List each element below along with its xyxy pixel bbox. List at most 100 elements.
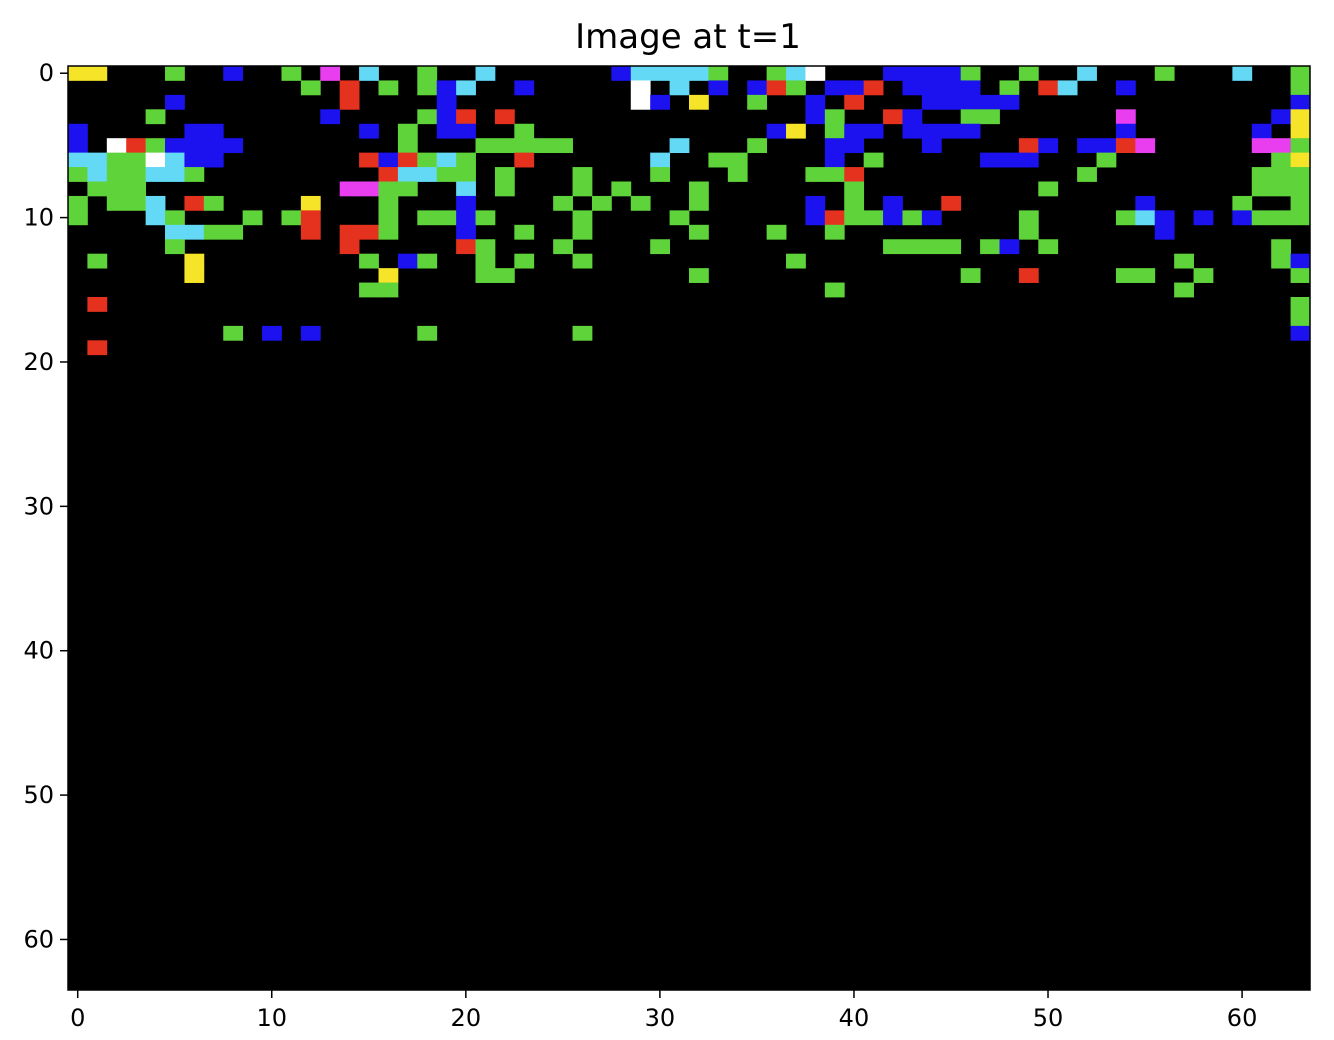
pixel-cell (941, 195, 962, 211)
pixel-cell (417, 325, 438, 341)
pixel-cell (1077, 138, 1097, 154)
pixel-cell (1038, 80, 1059, 96)
pixel-cell (436, 94, 457, 110)
pixel-cell (456, 181, 476, 197)
pixel-cell (805, 66, 826, 81)
pixel-cell (339, 239, 360, 255)
pixel-cell (223, 325, 244, 341)
pixel-cell (1290, 152, 1311, 168)
pixel-cell (378, 80, 399, 96)
pixel-cell (1115, 138, 1136, 154)
pixel-cell (902, 239, 923, 255)
pixel-cell (203, 224, 224, 240)
pixel-cell (359, 66, 379, 81)
y-tick-label: 40 (23, 637, 54, 665)
pixel-cell (1290, 311, 1311, 327)
pixel-cell (300, 80, 321, 96)
pixel-cell (203, 152, 224, 168)
pixel-cell (417, 109, 438, 125)
pixel-cell (359, 181, 379, 197)
x-tick-label: 50 (1033, 1004, 1064, 1032)
pixel-cell (456, 109, 476, 125)
pixel-cell (1290, 253, 1311, 269)
pixel-cell (417, 167, 438, 182)
pixel-cell (1038, 181, 1059, 197)
pixel-cell (611, 181, 632, 197)
pixel-cell (68, 210, 88, 226)
pixel-cell (921, 210, 942, 226)
pixel-cell (436, 80, 457, 96)
pixel-cell (902, 80, 923, 96)
pixel-cell (68, 195, 88, 211)
pixel-cell (378, 224, 399, 240)
pixel-cell (494, 167, 515, 182)
pixel-cell (126, 152, 147, 168)
pixel-cell (145, 210, 166, 226)
pixel-cell (378, 152, 399, 168)
pixel-cell (397, 123, 418, 139)
pixel-cell (863, 210, 884, 226)
pixel-cell (1290, 210, 1311, 226)
pixel-cell (883, 210, 903, 226)
pixel-cell (591, 195, 612, 211)
pixel-cell (397, 253, 418, 269)
pixel-cell (514, 138, 535, 154)
pixel-cell (436, 210, 457, 226)
pixel-cell (126, 167, 147, 182)
pixel-cell (650, 152, 670, 168)
pixel-cell (1077, 66, 1097, 81)
pixel-cell (165, 210, 185, 226)
pixel-cell (824, 167, 845, 182)
pixel-cell (1038, 138, 1059, 154)
pixel-cell (805, 195, 826, 211)
pixel-cell (980, 239, 1000, 255)
pixel-cell (611, 66, 632, 81)
pixel-cell (572, 325, 593, 341)
pixel-cell (339, 181, 360, 197)
pixel-cell (941, 123, 962, 139)
pixel-cell (68, 167, 88, 182)
pixel-cell (999, 239, 1020, 255)
pixel-cell (863, 80, 884, 96)
pixel-cell (844, 167, 865, 182)
pixel-cell (747, 94, 768, 110)
pixel-cell (883, 239, 903, 255)
pixel-cell (300, 325, 321, 341)
pixel-cell (417, 253, 438, 269)
pixel-cell (223, 66, 244, 81)
pixel-cell (339, 94, 360, 110)
pixel-cell (68, 138, 88, 154)
chart-title: Image at t=1 (575, 17, 801, 57)
pixel-cell (300, 210, 321, 226)
pixel-cell (921, 80, 942, 96)
pixel-cell (824, 109, 845, 125)
x-tick-label: 20 (451, 1004, 482, 1032)
pixel-cell (689, 268, 709, 283)
pixel-cell (572, 181, 593, 197)
pixel-cell (650, 239, 670, 255)
pixel-cell (650, 167, 670, 182)
pixel-cell (145, 109, 166, 125)
pixel-cell (727, 167, 748, 182)
pixel-cell (805, 109, 826, 125)
pixel-cell (1135, 268, 1156, 283)
y-axis: 0 10 20 30 40 50 60 (23, 59, 68, 953)
pixel-cell (572, 167, 593, 182)
pixel-cell (1290, 325, 1311, 341)
pixel-cell (397, 152, 418, 168)
pixel-cell (844, 181, 865, 197)
pixel-cell (514, 253, 535, 269)
pixel-cell (436, 167, 457, 182)
plot-area (67, 65, 1311, 991)
pixel-cell (980, 152, 1000, 168)
pixel-cell (378, 210, 399, 226)
pixel-cell (184, 195, 205, 211)
pixel-cell (184, 123, 205, 139)
pixel-cell (145, 152, 166, 168)
pixel-cell (1271, 138, 1291, 154)
pixel-cell (1018, 224, 1039, 240)
pixel-cell (553, 138, 573, 154)
pixel-cell (1154, 66, 1175, 81)
y-tick-label: 30 (23, 492, 54, 520)
pixel-cell (1096, 138, 1117, 154)
